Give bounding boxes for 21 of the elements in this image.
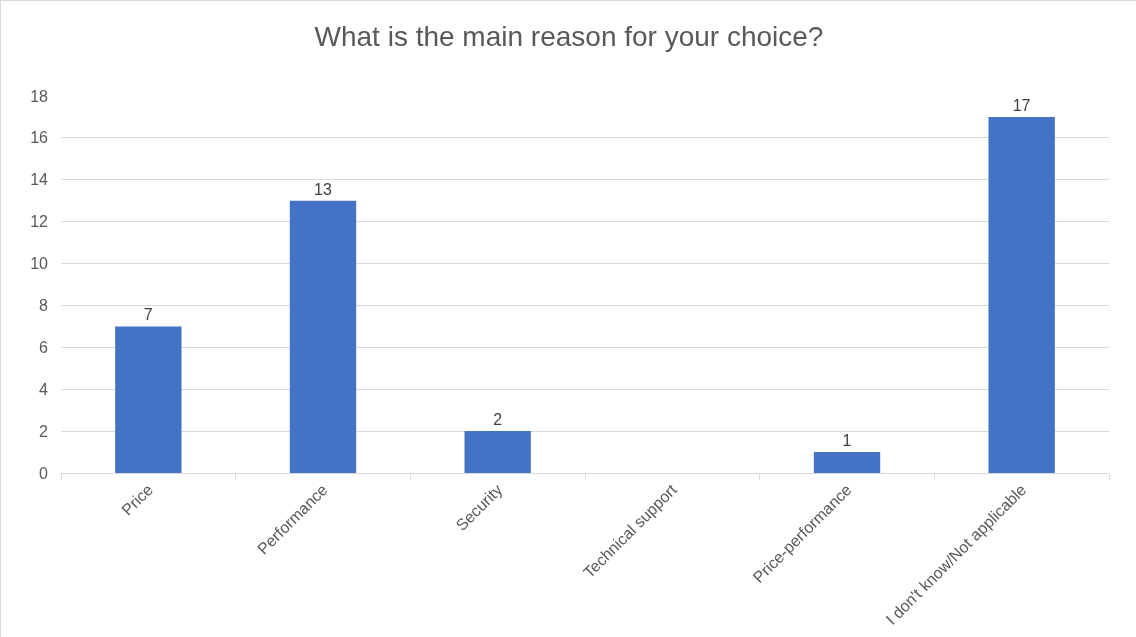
bar xyxy=(464,431,531,473)
data-label: 2 xyxy=(493,411,503,429)
bar xyxy=(988,116,1055,473)
y-tick-label: 8 xyxy=(39,297,49,315)
y-tick-label: 0 xyxy=(39,464,49,482)
bar xyxy=(115,326,182,473)
y-tick-label: 10 xyxy=(30,255,49,273)
y-tick-label: 12 xyxy=(30,213,49,231)
y-tick-label: 16 xyxy=(30,129,49,147)
data-label: 13 xyxy=(314,180,332,198)
y-tick-label: 18 xyxy=(30,87,49,105)
data-label: 17 xyxy=(1012,96,1031,114)
bar xyxy=(813,452,881,473)
y-tick-label: 14 xyxy=(30,171,49,189)
y-tick-label: 6 xyxy=(39,338,49,356)
data-label: 1 xyxy=(842,432,852,450)
y-tick-label: 2 xyxy=(39,422,49,440)
y-tick-label: 4 xyxy=(39,380,49,398)
data-label: 7 xyxy=(143,306,153,324)
bar xyxy=(289,200,357,473)
chart-title: What is the main reason for your choice? xyxy=(314,21,824,53)
